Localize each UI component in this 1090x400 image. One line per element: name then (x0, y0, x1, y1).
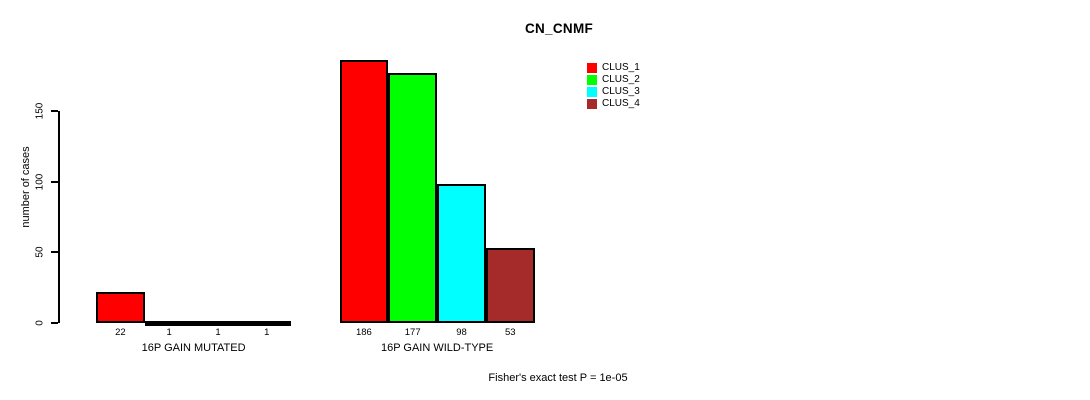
y-axis-tick (51, 180, 58, 183)
bar-value-label: 1 (215, 327, 221, 338)
y-axis-tick-label: 150 (34, 102, 46, 120)
y-axis-tick (51, 322, 58, 324)
y-axis-tick (51, 110, 58, 112)
legend-swatch-clus_3 (587, 87, 597, 97)
bar-clus_2-group2 (388, 72, 438, 323)
y-axis-line (58, 111, 60, 323)
legend-swatch-clus_4 (587, 99, 597, 109)
y-axis-label: number of cases (20, 146, 32, 228)
legend-label-clus_2: CLUS_2 (602, 74, 640, 85)
legend-swatch-clus_2 (587, 75, 597, 85)
bar-clus_4-group2 (485, 248, 535, 323)
bar-value-label: 98 (456, 327, 467, 338)
bar-value-label: 1 (264, 327, 270, 338)
bar-value-label: 186 (355, 327, 372, 338)
stat-annotation: Fisher's exact test P = 1e-05 (488, 372, 628, 384)
y-axis-tick-label: 0 (34, 320, 46, 326)
bar-clus_3-group2 (437, 184, 486, 323)
group-label: 16P GAIN WILD-TYPE (380, 342, 494, 354)
legend-label-clus_4: CLUS_4 (602, 98, 640, 109)
bar-value-label: 177 (404, 327, 421, 338)
legend-label-clus_3: CLUS_3 (602, 86, 640, 97)
group-label: 16P GAIN MUTATED (141, 342, 246, 354)
bar-value-label: 22 (115, 327, 126, 338)
bar-clus_2-group1 (144, 321, 194, 326)
legend-swatch-clus_1 (587, 63, 597, 73)
bar-value-label: 1 (166, 327, 172, 338)
y-axis-tick-label: 100 (34, 173, 46, 190)
bar-clus_1-group2 (339, 60, 389, 323)
bar-clus_3-group1 (193, 321, 243, 326)
bar-clus_1-group1 (96, 291, 145, 323)
y-axis-tick (51, 251, 58, 254)
bar-clus_4-group1 (242, 321, 292, 326)
bar-value-label: 53 (505, 327, 516, 338)
chart-title: CN_CNMF (524, 21, 594, 36)
y-axis-tick-label: 50 (34, 246, 46, 258)
legend-label-clus_1: CLUS_1 (602, 62, 640, 73)
